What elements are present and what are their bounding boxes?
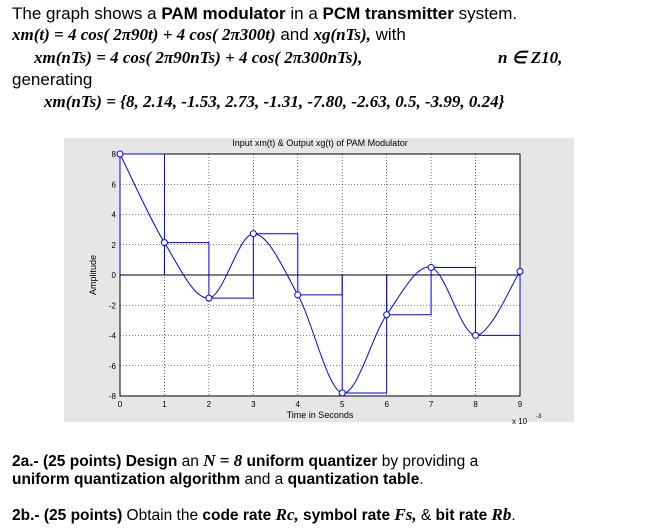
question-text: an <box>177 453 204 470</box>
sample-marker <box>338 389 346 397</box>
x-tick-label: 8 <box>473 400 478 409</box>
question-text: . <box>419 471 424 488</box>
y-tick-label: -8 <box>109 392 117 401</box>
sample-marker <box>249 230 257 238</box>
pam-chart: 0 1 2 3 4 5 6 7 8 9 8 6 4 2 0 -2 -4 -6 -8 Input xm(t) & O… <box>0 130 654 435</box>
pam-hold-pulse <box>208 275 254 299</box>
pam-hold-pulse <box>252 233 299 275</box>
sample-marker <box>472 331 480 339</box>
x-tick-label: 1 <box>162 400 167 409</box>
question-number: 2a.- (25 points) <box>12 453 126 470</box>
pam-hold-pulse <box>341 275 388 394</box>
keyword: bit rate <box>435 507 492 524</box>
sample-marker <box>294 291 302 299</box>
input-signal-series <box>119 153 521 394</box>
y-tick-label: 4 <box>112 211 117 220</box>
input-signal-curve <box>119 153 521 394</box>
y-ticks: 8 6 4 2 0 -2 -4 -6 -8 <box>109 150 117 401</box>
intro-text: with <box>370 25 406 44</box>
n-value: N = 8 <box>203 451 243 470</box>
pam-output-series <box>119 153 521 394</box>
question-number: 2b.- (25 points) <box>12 507 127 524</box>
intro-text: in a <box>285 4 323 23</box>
intro-line-2: xm(t) = 4 cos( 2π90t) + 4 cos( 2π300t) a… <box>12 25 406 45</box>
sample-marker <box>205 294 213 302</box>
x-tick-label: 9 <box>518 400 523 409</box>
intro-line-3: xm(nTs) = 4 cos( 2π90nTs) + 4 cos( 2π300… <box>34 48 362 68</box>
pam-hold-pulse <box>475 275 521 336</box>
sample-markers <box>116 150 524 397</box>
x-ticks: 0 1 2 3 4 5 6 7 8 9 <box>118 400 523 409</box>
sample-marker <box>116 150 124 158</box>
question-2a-line-2: uniform quantization algorithm and a qua… <box>12 470 424 490</box>
sample-marker <box>383 311 391 319</box>
xg-symbol: xg(nTs), <box>313 25 371 44</box>
intro-text: and <box>275 25 314 44</box>
y-tick-label: 0 <box>112 271 117 280</box>
x-tick-label: 4 <box>296 400 301 409</box>
x-tick-label: 5 <box>340 400 345 409</box>
y-tick-label: -2 <box>109 301 117 310</box>
keyword: Design <box>125 453 178 470</box>
intro-text: The graph shows a <box>12 4 162 23</box>
x-multiplier: x 10 <box>512 417 528 426</box>
sample-marker <box>516 267 524 275</box>
x-multiplier-exponent: -3 <box>536 414 542 420</box>
y-axis-label: Amplitude <box>88 255 98 295</box>
xm-equation: xm(t) = 4 cos( 2π90t) + 4 cos( 2π300t) <box>12 25 276 44</box>
y-tick-label: -6 <box>109 362 117 371</box>
sample-marker <box>427 263 435 271</box>
question-text: by providing a <box>377 453 479 470</box>
pam-modulator-text: PAM modulator <box>161 4 286 23</box>
pcm-transmitter-text: PCM transmitter <box>322 4 454 23</box>
intro-text: system. <box>453 4 518 23</box>
question-2b: 2b.- (25 points) Obtain the code rate Rc… <box>12 505 516 526</box>
question-text: Obtain the <box>126 507 203 524</box>
rb-symbol: Rb <box>491 505 512 524</box>
x-tick-label: 0 <box>118 400 123 409</box>
x-tick-label: 2 <box>207 400 212 409</box>
pam-hold-pulse <box>163 242 210 275</box>
chart-title: Input xm(t) & Output xg(t) of PAM Modula… <box>232 138 407 148</box>
question-text: . <box>511 507 516 524</box>
x-axis-label: Time in Seconds <box>287 410 354 420</box>
pam-hold-pulse <box>119 153 165 275</box>
intro-line-4: generating <box>12 70 93 89</box>
rc-symbol: Rc, <box>275 505 299 524</box>
sampled-equation: xm(nTs) = 4 cos( 2π90nTs) + 4 cos( 2π300… <box>34 48 363 67</box>
x-tick-label: 3 <box>251 400 256 409</box>
y-tick-label: 6 <box>112 180 117 189</box>
x-tick-label: 7 <box>429 400 434 409</box>
pam-hold-pulse <box>430 266 477 275</box>
question-text: & <box>416 507 436 524</box>
x-tick-label: 6 <box>384 400 389 409</box>
sample-marker <box>160 239 168 247</box>
pam-hold-pulse <box>386 275 432 316</box>
keyword: quantization table <box>287 471 420 488</box>
question-2a-line-1: 2a.- (25 points) Design an N = 8 uniform… <box>12 451 478 472</box>
keyword: symbol rate <box>298 507 395 524</box>
fs-symbol: Fs, <box>394 505 417 524</box>
sample-values: xm(nTs) = {8, 2.14, -1.53, 2.73, -1.31, … <box>44 92 505 111</box>
intro-line-3-domain: n ∈ Z10, <box>498 48 562 68</box>
n-domain: n ∈ Z10, <box>498 48 563 67</box>
intro-line-5: xm(nTs) = {8, 2.14, -1.53, 2.73, -1.31, … <box>44 92 505 112</box>
intro-line-1: The graph shows a PAM modulator in a PCM… <box>12 4 517 24</box>
keyword: code rate <box>202 507 276 524</box>
keyword: uniform quantization algorithm <box>12 471 241 488</box>
y-tick-label: 2 <box>112 241 117 250</box>
y-tick-label: 8 <box>112 150 117 159</box>
question-text: and a <box>240 471 288 488</box>
keyword: uniform quantizer <box>242 453 378 470</box>
y-tick-label: -4 <box>109 332 117 341</box>
